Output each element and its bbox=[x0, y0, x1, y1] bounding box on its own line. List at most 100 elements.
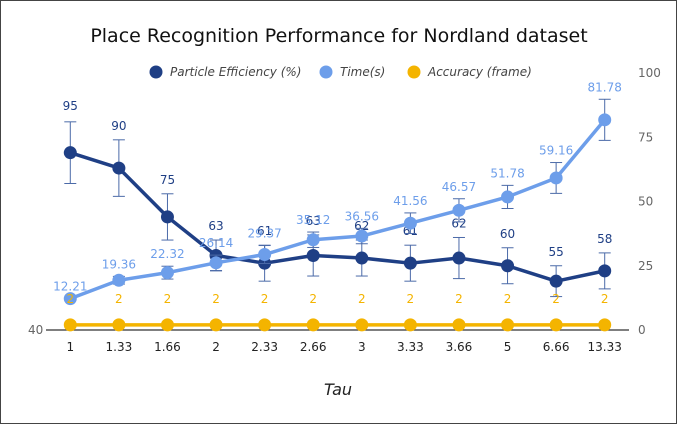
data-point bbox=[112, 161, 126, 175]
x-tick-label: 1.66 bbox=[154, 340, 181, 354]
data-label: 46.57 bbox=[442, 180, 476, 194]
x-axis-label: Tau bbox=[324, 380, 352, 399]
x-tick-label: 5 bbox=[504, 340, 512, 354]
data-point bbox=[112, 318, 126, 332]
data-label: 2 bbox=[212, 292, 220, 306]
data-label: 2 bbox=[552, 292, 560, 306]
data-point bbox=[63, 318, 77, 332]
data-label: 19.36 bbox=[102, 257, 136, 271]
data-point bbox=[452, 318, 466, 332]
legend-label: Particle Efficiency (%) bbox=[170, 65, 301, 79]
data-point bbox=[598, 113, 612, 127]
data-label: 60 bbox=[500, 227, 515, 241]
data-point bbox=[209, 318, 223, 332]
data-label: 63 bbox=[208, 219, 223, 233]
x-tick-label: 2.66 bbox=[300, 340, 327, 354]
data-point bbox=[258, 318, 272, 332]
data-point bbox=[306, 248, 320, 262]
legend-marker bbox=[407, 65, 421, 79]
data-point bbox=[452, 251, 466, 265]
data-label: 41.56 bbox=[393, 194, 427, 208]
legend-marker bbox=[319, 65, 333, 79]
series-line bbox=[69, 118, 607, 301]
data-point bbox=[306, 318, 320, 332]
data-label: 2 bbox=[504, 292, 512, 306]
data-point bbox=[209, 256, 223, 270]
x-tick-label: 13.33 bbox=[588, 340, 622, 354]
data-point bbox=[63, 292, 77, 306]
data-point bbox=[403, 256, 417, 270]
y-tick-label: 75 bbox=[638, 130, 653, 144]
data-label: 63 bbox=[306, 214, 321, 228]
data-point bbox=[452, 203, 466, 217]
y-tick-label: 100 bbox=[638, 66, 661, 80]
data-point bbox=[549, 171, 563, 185]
data-point bbox=[258, 248, 272, 262]
data-label: 2 bbox=[164, 292, 172, 306]
x-tick-label: 3.66 bbox=[446, 340, 473, 354]
data-point bbox=[501, 190, 515, 204]
data-point bbox=[501, 318, 515, 332]
data-point bbox=[501, 259, 515, 273]
data-label: 2 bbox=[66, 292, 74, 306]
data-label: 90 bbox=[111, 119, 126, 133]
legend-label: Time(s) bbox=[340, 65, 385, 79]
legend-label: Accuracy (frame) bbox=[427, 65, 532, 79]
data-point bbox=[160, 210, 174, 224]
data-point bbox=[306, 233, 320, 247]
legend-marker bbox=[149, 65, 163, 79]
y-tick-label: 0 bbox=[638, 323, 646, 337]
data-label: 95 bbox=[63, 99, 78, 113]
y-tick-label: 25 bbox=[638, 259, 653, 273]
legend-item: Accuracy (frame) bbox=[407, 65, 532, 79]
data-label: 12.21 bbox=[53, 280, 87, 294]
x-tick-label: 3 bbox=[358, 340, 366, 354]
x-tick-label: 3.33 bbox=[397, 340, 424, 354]
data-label: 51.78 bbox=[490, 166, 524, 180]
data-label: 61 bbox=[257, 224, 272, 238]
data-label: 2 bbox=[309, 292, 317, 306]
data-label: 81.78 bbox=[588, 80, 622, 94]
data-label: 2 bbox=[601, 292, 609, 306]
data-point bbox=[355, 229, 369, 243]
y-left-min-label: 40 bbox=[28, 323, 43, 337]
x-tick-label: 1 bbox=[66, 340, 74, 354]
data-label: 2 bbox=[455, 292, 463, 306]
data-label: 75 bbox=[160, 173, 175, 187]
x-axis: 1 1.33 1.66 2 2.33 2.66 3 3.33 3.66 5 6.66 13.33 bbox=[46, 329, 629, 354]
data-label: 29.37 bbox=[247, 227, 281, 241]
data-point bbox=[403, 318, 417, 332]
data-label: 35.12 bbox=[296, 213, 330, 227]
data-point bbox=[160, 318, 174, 332]
series-2: 12.21 19.36 22.32 26.14 29.37 35.12 36.56 41.56… bbox=[53, 80, 622, 306]
data-label: 26.14 bbox=[199, 236, 233, 250]
series-line bbox=[69, 151, 606, 283]
data-label: 22.32 bbox=[150, 247, 184, 261]
legend-item: Particle Efficiency (%) bbox=[149, 65, 301, 79]
legend-item: Time(s) bbox=[319, 65, 385, 79]
data-label: 2 bbox=[407, 292, 415, 306]
right-y-axis: 100 75 50 25 0 40 bbox=[28, 66, 661, 337]
data-label: 36.56 bbox=[345, 209, 379, 223]
x-tick-label: 6.66 bbox=[543, 340, 570, 354]
data-label: 55 bbox=[548, 245, 563, 259]
x-tick-label: 1.33 bbox=[106, 340, 133, 354]
data-point bbox=[355, 318, 369, 332]
data-point bbox=[355, 251, 369, 265]
data-point bbox=[598, 318, 612, 332]
data-label: 62 bbox=[451, 216, 466, 230]
series-3: 2 2 2 2 2 2 2 2 2 2 2 2 bbox=[63, 292, 612, 332]
x-tick-label: 2.33 bbox=[251, 340, 278, 354]
y-tick-label: 50 bbox=[638, 195, 653, 209]
data-label: 2 bbox=[261, 292, 269, 306]
data-label: 58 bbox=[597, 232, 612, 246]
chart-title: Place Recognition Performance for Nordla… bbox=[90, 25, 587, 47]
data-label: 59.16 bbox=[539, 144, 573, 158]
data-point bbox=[160, 266, 174, 280]
x-tick-label: 2 bbox=[212, 340, 220, 354]
data-label: 2 bbox=[115, 292, 123, 306]
